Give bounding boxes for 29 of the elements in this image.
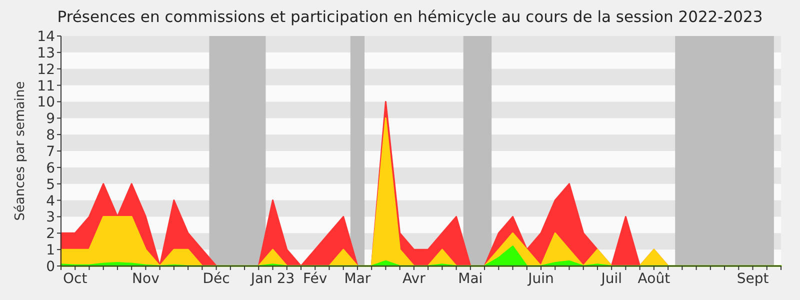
x-tick-label: Juil xyxy=(600,271,622,287)
y-axis-title: Séances par semaine xyxy=(13,81,28,221)
y-tick-label: 13 xyxy=(37,45,55,62)
y-tick-label: 0 xyxy=(46,259,55,275)
x-tick-label: Oct xyxy=(63,271,88,287)
x-tick-label: Juin xyxy=(527,271,554,287)
x-tick-label: Avr xyxy=(402,271,426,287)
y-tick-label: 3 xyxy=(46,210,55,226)
y-tick-label: 14 xyxy=(37,29,56,45)
x-tick-label: Mar xyxy=(344,271,371,287)
y-tick-label: 4 xyxy=(46,193,56,210)
y-tick-label: 2 xyxy=(46,226,55,242)
y-tick-label: 9 xyxy=(46,111,55,128)
y-tick-label: 6 xyxy=(46,160,56,176)
chart-title: Présences en commissions et participation en hémicycle au cours de la session 2022-2023 xyxy=(57,8,763,26)
x-tick-label: Déc xyxy=(202,271,230,287)
x-tick-label: Août xyxy=(638,271,671,287)
x-tick-label: Mai xyxy=(458,271,483,287)
y-tick-label: 11 xyxy=(37,78,55,94)
y-tick-label: 7 xyxy=(46,144,55,160)
y-tick-label: 5 xyxy=(46,176,55,193)
y-tick-label: 1 xyxy=(46,242,55,259)
x-tick-label: Nov xyxy=(132,271,160,287)
x-tick-label: Jan 23 xyxy=(250,271,295,287)
y-tick-label: 10 xyxy=(37,94,55,111)
y-tick-label: 12 xyxy=(37,62,55,78)
x-tick-label: Fév xyxy=(303,271,328,287)
x-tick-label: Sept xyxy=(736,271,770,287)
y-tick-label: 8 xyxy=(46,128,55,144)
